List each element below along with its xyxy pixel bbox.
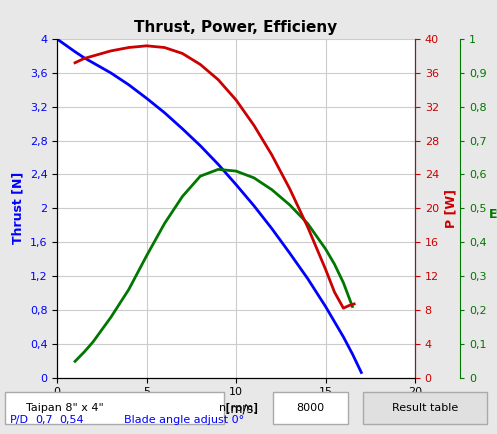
Y-axis label: Thrust [N]: Thrust [N] [11,172,24,244]
Text: 0,54: 0,54 [60,415,84,425]
Text: Result table: Result table [392,403,458,413]
Text: Blade angle adjust 0°: Blade angle adjust 0° [124,415,245,425]
Bar [363,392,487,424]
X-axis label: v [m/s]: v [m/s] [214,403,258,416]
Text: Taipan 8" x 4": Taipan 8" x 4" [26,403,103,413]
Title: Thrust, Power, Efficieny: Thrust, Power, Efficieny [135,20,337,35]
Text: n[rpm]: n[rpm] [219,403,258,413]
Y-axis label: P [W]: P [W] [444,189,458,228]
Y-axis label: Eta: Eta [489,208,497,221]
Text: P/D: P/D [10,415,29,425]
Text: 8000: 8000 [297,403,325,413]
Text: 0,7: 0,7 [35,415,52,425]
Bar [5,392,224,424]
Bar [273,392,348,424]
